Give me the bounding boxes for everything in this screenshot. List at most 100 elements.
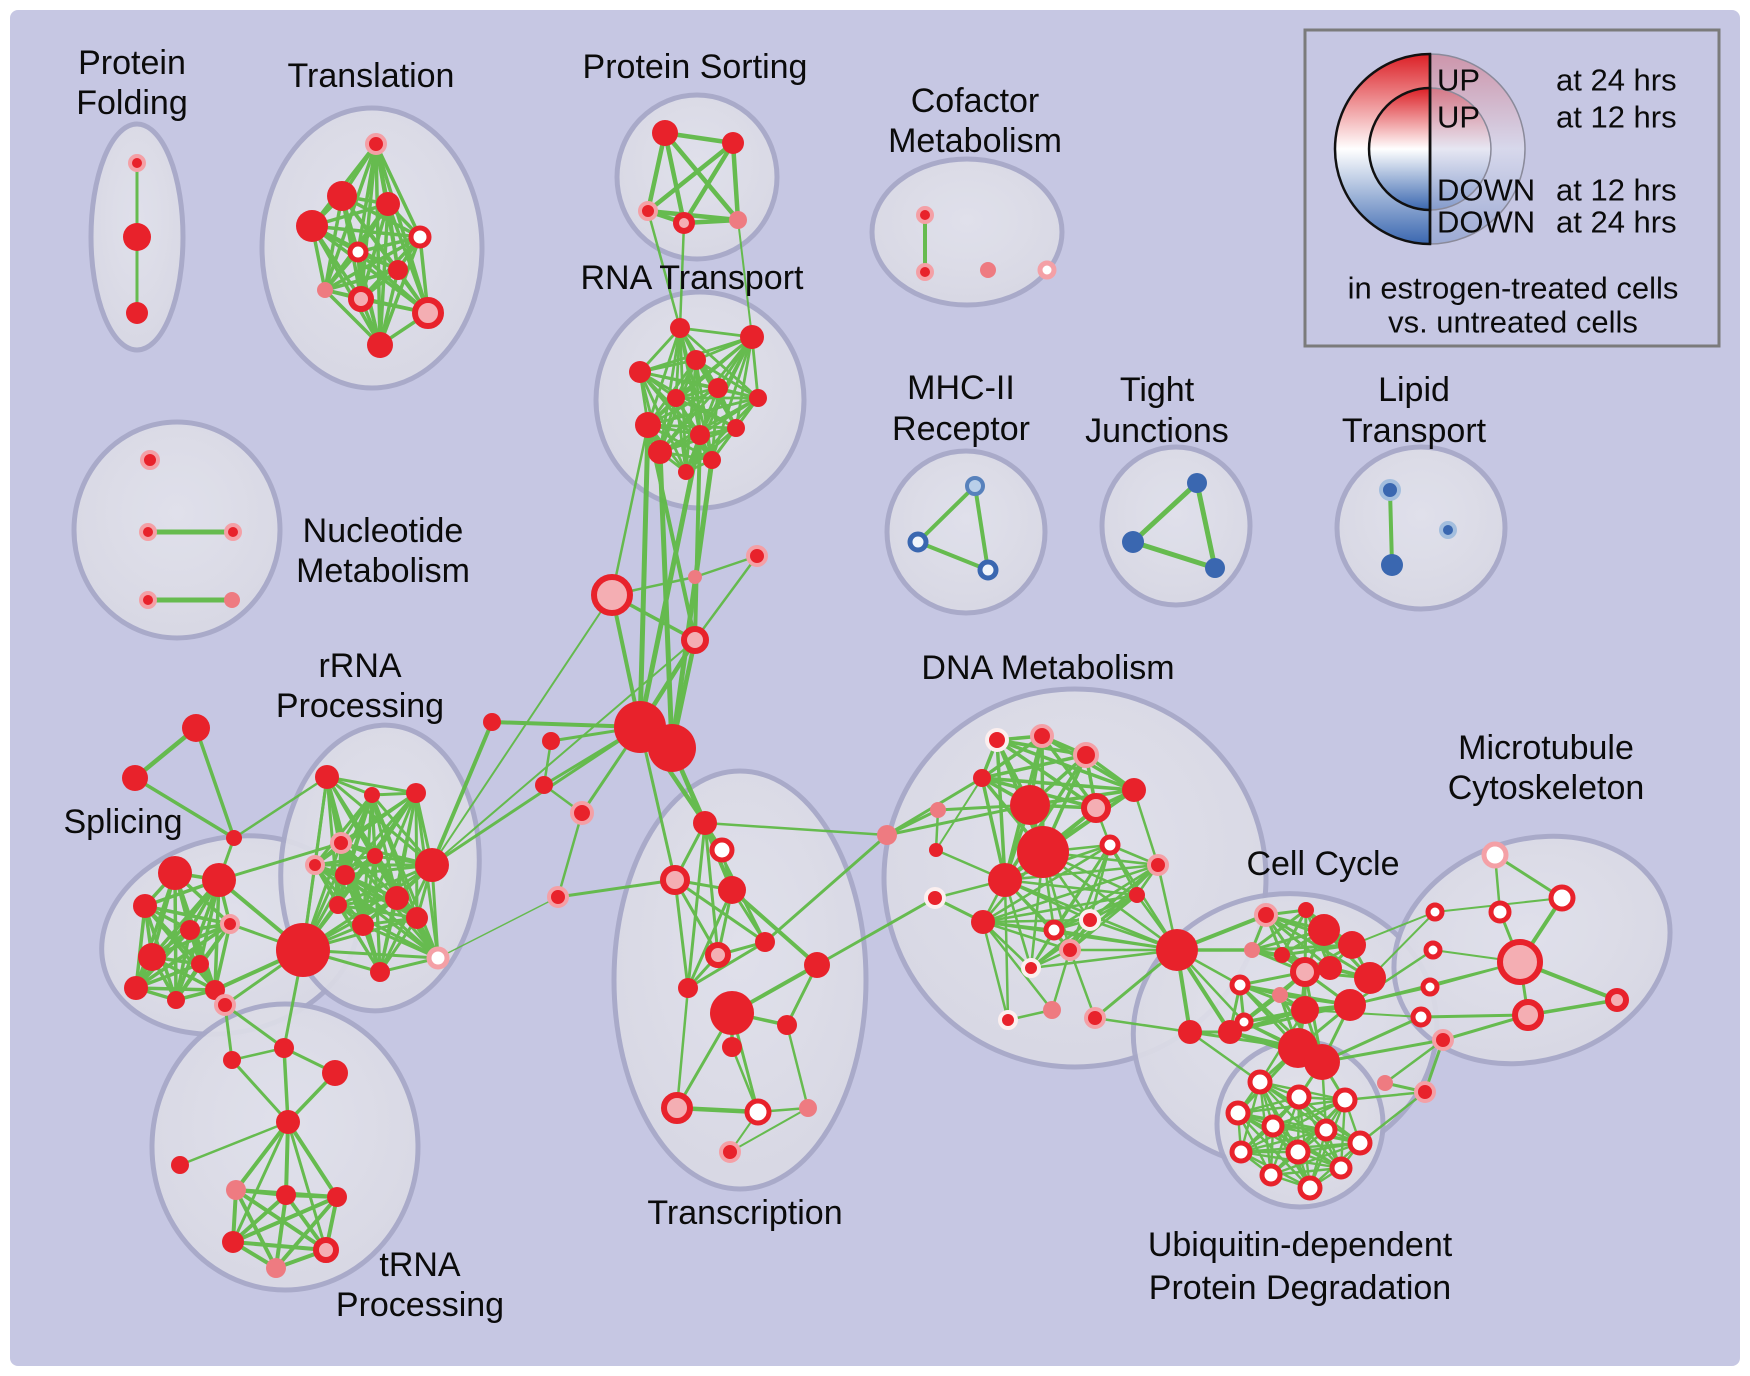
- edge: [1320, 1038, 1445, 1064]
- gene-node-178: [1347, 1130, 1373, 1156]
- cluster-cofactor-metabolism-label: Metabolism: [888, 122, 1062, 160]
- edge: [1269, 1166, 1343, 1177]
- edge: [1132, 788, 1160, 867]
- gene-node-103: [718, 876, 746, 904]
- edge: [1003, 863, 1160, 882]
- legend-ring-outline-right: [1429, 53, 1526, 245]
- gene-node-117: [924, 887, 946, 909]
- gene-node-96: [542, 732, 560, 750]
- edge: [134, 922, 232, 990]
- edge: [1003, 878, 1010, 1022]
- edge: [981, 920, 1010, 1022]
- edge: [230, 1058, 290, 1124]
- edge: [681, 140, 736, 226]
- gene-node-157: [1084, 1007, 1106, 1029]
- edge: [336, 903, 440, 960]
- gene-node-161: [1420, 977, 1440, 997]
- gene-node-60: [124, 976, 148, 1000]
- gene-node-95: [648, 724, 696, 772]
- gene-node-132: [971, 910, 995, 934]
- gene-node-147: [1290, 957, 1320, 987]
- edge: [556, 811, 584, 899]
- edge: [134, 871, 177, 990]
- gene-node-149: [1229, 974, 1251, 996]
- edge: [657, 449, 675, 751]
- cluster-protein-sorting-ellipse: [614, 92, 780, 262]
- edge: [693, 433, 702, 642]
- gene-node-101: [709, 837, 735, 863]
- edge: [374, 142, 422, 239]
- gene-node-115: [547, 886, 569, 908]
- gene-node-146: [1274, 947, 1290, 963]
- cluster-trna-processing-label: tRNA: [379, 1246, 461, 1284]
- edge: [1383, 1038, 1445, 1085]
- cluster-rrna-processing-label: Processing: [276, 687, 444, 725]
- legend-direction-label-3: DOWN: [1437, 205, 1535, 240]
- gene-node-36: [965, 476, 985, 496]
- cluster-translation-label: Translation: [288, 57, 455, 95]
- gene-node-91: [688, 570, 702, 584]
- gene-node-9: [388, 260, 408, 280]
- gene-node-173: [1286, 1084, 1312, 1110]
- cluster-nucleotide-metabolism-label: Metabolism: [296, 552, 470, 590]
- gene-node-70: [415, 848, 449, 882]
- edge: [284, 1120, 290, 1197]
- gene-node-55: [133, 894, 157, 918]
- edge: [981, 918, 1092, 924]
- gene-node-29: [667, 389, 685, 407]
- gene-node-58: [138, 943, 166, 971]
- gene-node-112: [744, 1098, 772, 1126]
- gene-node-111: [661, 1092, 693, 1124]
- edge: [430, 725, 642, 867]
- legend-direction-label-1: UP: [1437, 100, 1480, 135]
- edge: [638, 370, 662, 454]
- gene-node-28: [749, 389, 767, 407]
- cluster-ubiquitin-degradation-label: Protein Degradation: [1149, 1269, 1451, 1307]
- gene-node-166: [1548, 884, 1576, 912]
- gene-node-21: [980, 262, 996, 278]
- edge: [1250, 943, 1354, 952]
- edge: [815, 896, 937, 967]
- gene-node-174: [1332, 1087, 1358, 1113]
- gene-node-113: [799, 1099, 817, 1117]
- gene-node-4: [327, 181, 357, 211]
- cluster-lipid-transport-label: Lipid: [1378, 371, 1450, 409]
- gene-node-81: [223, 1051, 241, 1069]
- edge: [1308, 1098, 1347, 1190]
- gene-node-89: [266, 1258, 286, 1278]
- gene-node-30: [635, 412, 661, 438]
- cluster-mhc-ii-receptor-ellipse: [884, 448, 1048, 616]
- edge: [678, 221, 686, 330]
- edge: [730, 140, 741, 223]
- edge: [981, 920, 1054, 1012]
- gene-node-16: [638, 201, 658, 221]
- gene-node-80: [322, 1060, 348, 1086]
- edge: [143, 904, 232, 926]
- legend: UP at 24 hrs UP at 12 hrs DOWN at 12 hrs DOWN a…: [1303, 28, 1721, 348]
- gene-node-137: [1021, 958, 1041, 978]
- gene-node-169: [1512, 999, 1544, 1031]
- legend-inner-left: [1367, 86, 1432, 212]
- edge: [935, 777, 983, 851]
- edge: [274, 1193, 288, 1270]
- edge: [610, 423, 650, 597]
- cluster-cofactor-metabolism-label: Cofactor: [911, 82, 1040, 120]
- gene-node-20: [916, 263, 934, 281]
- edge: [658, 396, 760, 454]
- gene-node-87: [222, 1231, 244, 1253]
- edge: [178, 1120, 290, 1167]
- edge: [231, 1195, 339, 1244]
- gene-node-138: [998, 1010, 1018, 1030]
- gene-node-44: [1439, 521, 1457, 539]
- cluster-trna-processing-label: Processing: [336, 1286, 504, 1324]
- gene-node-63: [315, 765, 339, 789]
- gene-node-141: [1298, 902, 1314, 918]
- edge: [673, 878, 767, 944]
- cluster-protein-sorting-label: Protein Sorting: [583, 48, 808, 86]
- gene-node-23: [670, 318, 690, 338]
- gene-node-135: [1043, 919, 1065, 941]
- edge: [981, 920, 1072, 952]
- gene-node-48: [139, 591, 157, 609]
- edge: [686, 940, 767, 990]
